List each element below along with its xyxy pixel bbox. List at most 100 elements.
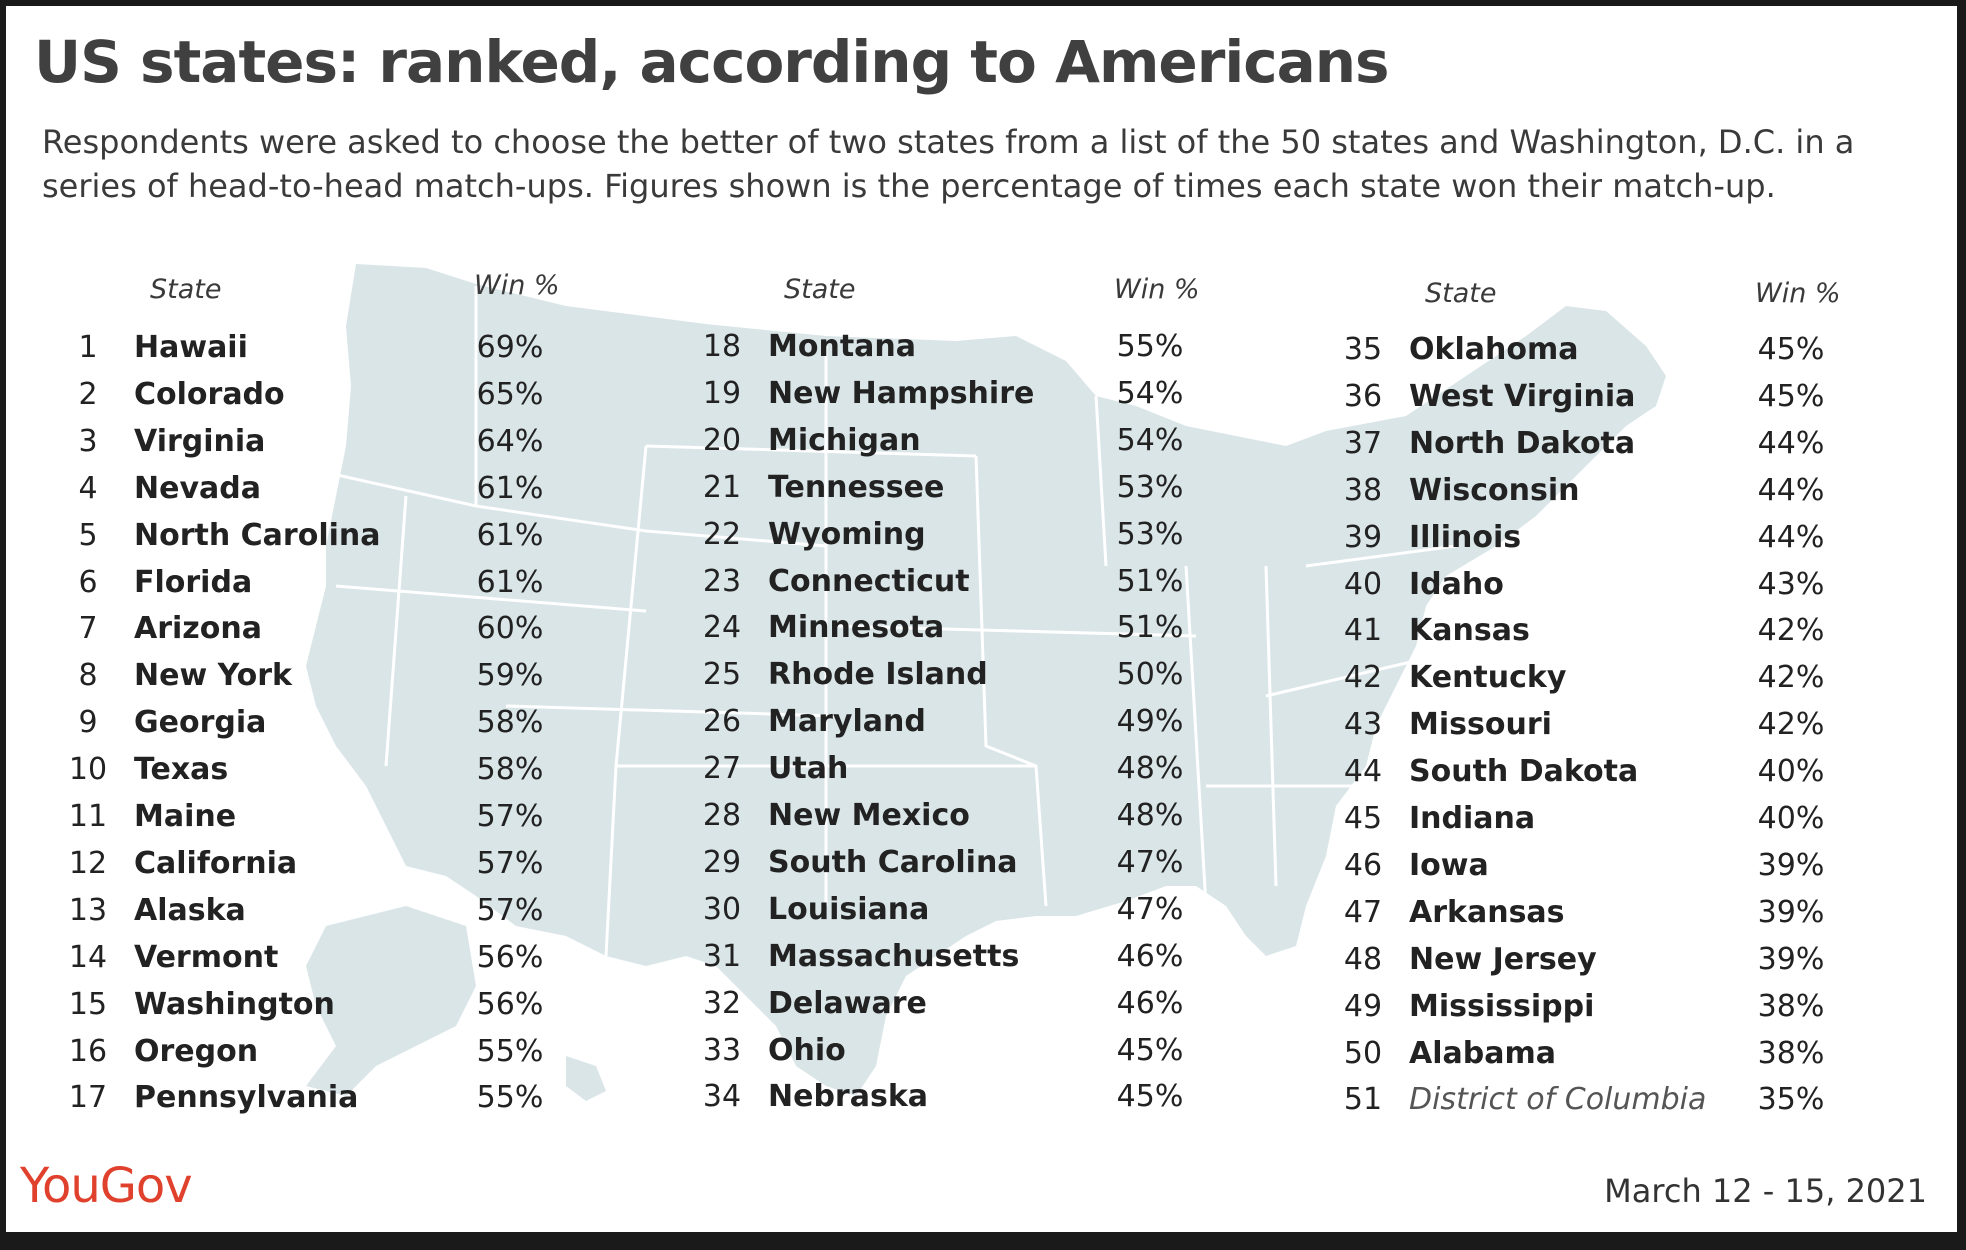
state-name: New Mexico — [768, 798, 970, 833]
rank-number: 51 — [1343, 1082, 1383, 1118]
win-percentage: 59% — [476, 658, 544, 694]
rank-number: 24 — [702, 610, 742, 646]
header-state: State — [150, 274, 222, 305]
win-percentage: 48% — [1116, 751, 1184, 787]
state-name: Vermont — [134, 939, 279, 975]
header-state: State — [784, 274, 856, 305]
rank-number: 35 — [1343, 332, 1383, 367]
win-percentage: 65% — [476, 376, 544, 412]
win-percentage: 38% — [1757, 1035, 1825, 1071]
win-percentage: 49% — [1116, 704, 1184, 740]
win-percentage: 39% — [1757, 894, 1825, 930]
rank-number: 47 — [1343, 894, 1383, 930]
state-name: Arizona — [134, 611, 262, 647]
alaska-shape — [306, 906, 476, 1096]
rank-number: 17 — [68, 1080, 108, 1116]
rank-number: 5 — [78, 517, 98, 553]
win-percentage: 44% — [1757, 425, 1825, 461]
win-percentage: 69% — [476, 330, 544, 365]
win-percentage: 44% — [1757, 519, 1825, 555]
win-percentage: 44% — [1757, 472, 1825, 508]
win-percentage: 53% — [1116, 469, 1184, 505]
rank-number: 41 — [1343, 613, 1383, 649]
state-name: Kansas — [1409, 613, 1530, 649]
state-name: New York — [134, 658, 292, 694]
state-name: Ohio — [768, 1032, 846, 1068]
rank-number: 28 — [702, 798, 742, 833]
rank-number: 36 — [1343, 378, 1383, 414]
state-name: North Carolina — [134, 517, 381, 553]
win-percentage: 56% — [476, 986, 544, 1022]
win-percentage: 45% — [1116, 1032, 1184, 1068]
state-name: Wyoming — [768, 516, 926, 552]
hawaii-shape — [566, 1056, 606, 1101]
state-name: Kentucky — [1409, 660, 1567, 696]
state-name: Virginia — [134, 423, 266, 459]
state-borders — [305, 286, 1457, 957]
state-name: California — [134, 845, 298, 881]
state-name: Hawaii — [134, 330, 248, 365]
win-percentage: 55% — [1116, 329, 1184, 364]
state-name: Oklahoma — [1409, 332, 1579, 367]
win-percentage: 57% — [476, 799, 544, 834]
header-win: Win % — [1114, 274, 1200, 305]
chart-card: US states: ranked, according to American… — [6, 6, 1957, 1232]
win-percentage: 42% — [1757, 707, 1825, 743]
rank-number: 44 — [1343, 754, 1383, 790]
state-name: Rhode Island — [768, 657, 988, 693]
win-percentage: 54% — [1116, 375, 1184, 411]
rank-number: 1 — [78, 330, 98, 365]
rank-number: 16 — [68, 1033, 108, 1069]
state-name: New Jersey — [1409, 941, 1597, 977]
state-name: Nebraska — [768, 1079, 929, 1115]
rank-number: 14 — [68, 939, 108, 975]
state-name: Alabama — [1409, 1035, 1556, 1071]
rank-number: 21 — [702, 469, 742, 505]
win-percentage: 61% — [476, 517, 544, 553]
rank-number: 32 — [702, 985, 742, 1021]
state-name: West Virginia — [1409, 378, 1636, 414]
state-name: New Hampshire — [768, 375, 1035, 411]
state-name: Iowa — [1409, 847, 1489, 883]
state-name: Massachusetts — [768, 938, 1020, 974]
chart-subtitle: Respondents were asked to choose the bet… — [42, 123, 1855, 205]
win-percentage: 46% — [1116, 985, 1184, 1021]
win-percentage: 40% — [1757, 754, 1825, 790]
state-name: Indiana — [1409, 801, 1536, 836]
win-percentage: 53% — [1116, 516, 1184, 552]
rank-number: 13 — [68, 892, 108, 928]
rank-number: 18 — [702, 329, 742, 364]
win-percentage: 43% — [1757, 566, 1825, 602]
rank-number: 22 — [702, 516, 742, 552]
rank-number: 31 — [702, 938, 742, 974]
rank-number: 19 — [702, 375, 742, 411]
state-name: Illinois — [1409, 519, 1522, 555]
win-percentage: 51% — [1116, 563, 1184, 599]
rank-number: 37 — [1343, 425, 1383, 461]
header-win: Win % — [474, 270, 560, 301]
win-percentage: 58% — [476, 705, 544, 741]
win-percentage: 46% — [1116, 938, 1184, 974]
win-percentage: 47% — [1116, 844, 1184, 880]
win-percentage: 45% — [1116, 1079, 1184, 1115]
win-percentage: 45% — [1757, 332, 1825, 367]
rank-number: 30 — [702, 891, 742, 927]
state-name: Utah — [768, 751, 849, 787]
rank-number: 29 — [702, 844, 742, 880]
win-percentage: 48% — [1116, 798, 1184, 833]
state-name: Montana — [768, 329, 917, 364]
win-percentage: 51% — [1116, 610, 1184, 646]
state-name: Maine — [134, 799, 237, 834]
win-percentage: 35% — [1757, 1082, 1825, 1118]
win-percentage: 60% — [476, 611, 544, 647]
state-name: Washington — [134, 986, 335, 1022]
win-percentage: 64% — [476, 423, 544, 459]
state-name: Wisconsin — [1409, 472, 1580, 508]
state-name: Nevada — [134, 470, 261, 506]
rank-number: 27 — [702, 751, 742, 787]
state-name: Oregon — [134, 1033, 259, 1069]
win-percentage: 42% — [1757, 613, 1825, 649]
rank-number: 45 — [1343, 801, 1383, 836]
state-name: Maryland — [768, 704, 926, 740]
rank-number: 12 — [68, 845, 108, 881]
